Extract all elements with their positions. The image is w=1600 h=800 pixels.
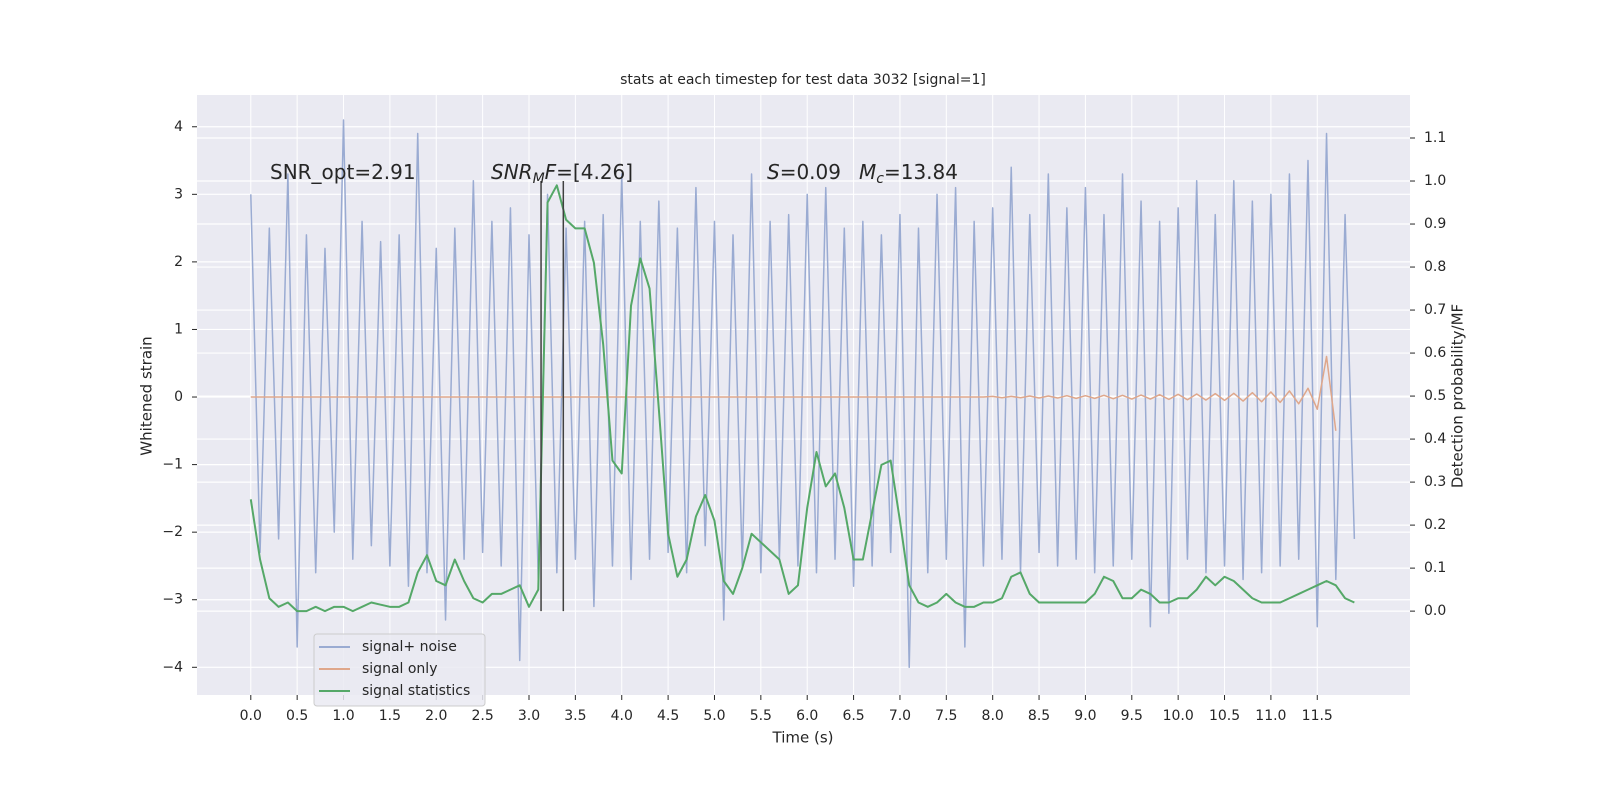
series-line (250, 119, 1356, 669)
annotation-part: =[4.26] (556, 160, 633, 184)
annotation-part: =0.09 (780, 160, 841, 184)
series-line (250, 355, 1337, 431)
x-tick-label: 3.0 (518, 708, 540, 724)
annotation-part: M (859, 160, 876, 184)
x-tick-label: 2.0 (425, 708, 447, 724)
y2-tick-label: 0.8 (1424, 259, 1446, 275)
x-tick-label: 9.5 (1121, 708, 1143, 724)
annotation-part: SNR (491, 160, 533, 184)
x-tick-label: 11.5 (1302, 708, 1333, 724)
annotation-part: F (545, 160, 557, 184)
x-tick-label: 5.0 (703, 708, 725, 724)
x-tick-label: 0.0 (240, 708, 262, 724)
annotation: Mc=13.84 (859, 160, 958, 188)
x-tick-label: 4.0 (611, 708, 633, 724)
x-tick-label: 8.5 (1028, 708, 1050, 724)
y2-tick-label: 0.4 (1424, 431, 1446, 447)
y-tick-label: −3 (162, 592, 183, 608)
x-tick-label: 9.0 (1074, 708, 1096, 724)
x-tick-label: 1.5 (379, 708, 401, 724)
y2-tick-label: 0.3 (1424, 474, 1446, 490)
x-tick-label: 6.5 (842, 708, 864, 724)
x-tick-label: 11.0 (1255, 708, 1286, 724)
y-tick-label: 4 (174, 119, 183, 135)
y-tick-label: −1 (162, 457, 183, 473)
legend-label: signal only (362, 661, 437, 677)
x-tick-label: 1.0 (332, 708, 354, 724)
annotation: SNRMF=[4.26] (491, 160, 633, 188)
y2-tick-label: 0.2 (1424, 517, 1446, 533)
y-tick-label: −2 (162, 524, 183, 540)
legend-label: signal statistics (362, 683, 470, 699)
x-tick-label: 10.5 (1209, 708, 1240, 724)
y-tick-label: 3 (174, 186, 183, 202)
x-tick-label: 4.5 (657, 708, 679, 724)
legend-label: signal+ noise (362, 639, 457, 655)
y2-axis-label: Detection probability/MF (1449, 304, 1467, 488)
y2-tick-label: 0.1 (1424, 560, 1446, 576)
x-tick-label: 2.5 (471, 708, 493, 724)
x-tick-label: 5.5 (750, 708, 772, 724)
annotation-part: =13.84 (884, 160, 958, 184)
chart-title: stats at each timestep for test data 303… (620, 72, 986, 88)
series-line (249, 184, 1355, 613)
annotation-part: c (876, 171, 884, 187)
annotation: SNR_opt=2.91 (270, 160, 416, 184)
x-axis-label: Time (s) (772, 729, 834, 747)
annotation-part: SNR_opt=2.91 (270, 160, 416, 184)
y2-tick-label: 0.6 (1424, 345, 1446, 361)
x-tick-label: 6.0 (796, 708, 818, 724)
x-tick-label: 3.5 (564, 708, 586, 724)
legend-box (313, 633, 486, 707)
y-tick-label: 1 (174, 321, 183, 337)
y2-tick-label: 1.0 (1424, 173, 1446, 189)
annotation-part: M (533, 171, 545, 187)
x-tick-label: 7.5 (935, 708, 957, 724)
x-tick-label: 8.0 (982, 708, 1004, 724)
x-tick-label: 10.0 (1163, 708, 1194, 724)
y-tick-label: 2 (174, 254, 183, 270)
x-tick-label: 7.0 (889, 708, 911, 724)
y-tick-label: −4 (162, 659, 183, 675)
plot-area (197, 95, 1410, 695)
annotation: S=0.09 (767, 160, 841, 184)
y2-tick-label: 1.1 (1424, 130, 1446, 146)
x-tick-label: 0.5 (286, 708, 308, 724)
y-axis-label: Whitened strain (138, 336, 156, 455)
y2-tick-label: 0.0 (1424, 603, 1446, 619)
y-tick-label: 0 (174, 389, 183, 405)
y2-tick-label: 0.9 (1424, 216, 1446, 232)
y2-tick-label: 0.5 (1424, 388, 1446, 404)
y2-tick-label: 0.7 (1424, 302, 1446, 318)
legend: signal+ noise signal only signal statistic… (313, 633, 486, 707)
annotation-part: S (767, 160, 780, 184)
